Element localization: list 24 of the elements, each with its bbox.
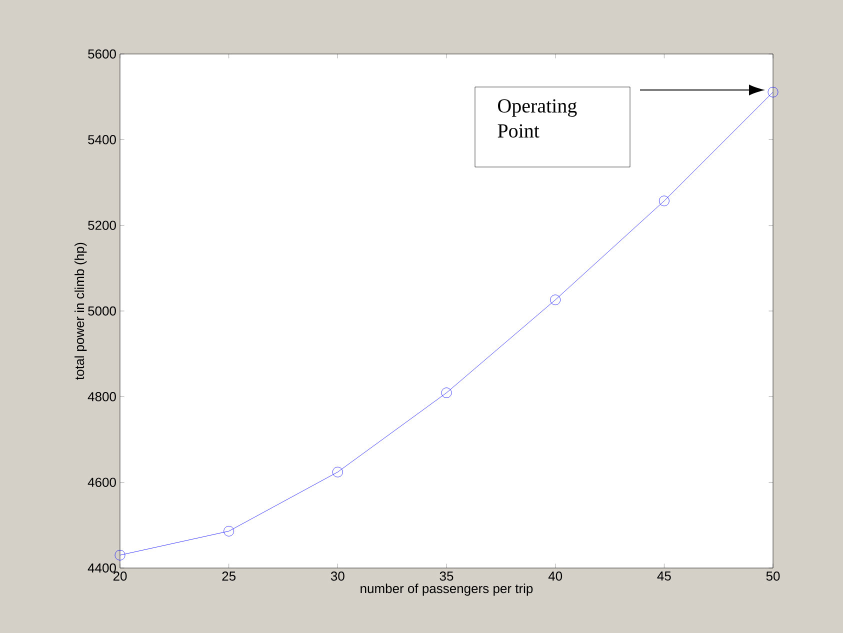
- y-tick-label: 5000: [88, 306, 116, 316]
- point: [658, 196, 670, 206]
- point: [332, 466, 343, 478]
- y-tick-label: 4600: [88, 478, 116, 487]
- point: [768, 86, 778, 98]
- x-axis-title: number of passengers per trip: [360, 584, 533, 596]
- point: [114, 550, 126, 560]
- x-tick-label: 45: [657, 572, 671, 581]
- y-axis-title: total power in climb (hp): [74, 242, 87, 380]
- x-tick-label: 30: [330, 572, 344, 581]
- x-tick-label: 35: [440, 572, 454, 581]
- x-tick-label: 50: [766, 572, 780, 581]
- point: [224, 526, 234, 536]
- x-tick-label: 25: [222, 572, 236, 581]
- y-tick-label: 5600: [88, 49, 116, 59]
- annotation: Operating Point: [498, 99, 577, 138]
- y-tick-label: 5400: [88, 135, 116, 144]
- point: [550, 294, 561, 306]
- point: [441, 388, 452, 398]
- x-tick-label: 20: [113, 572, 127, 581]
- y-tick-label: 5200: [88, 220, 116, 230]
- y-tick-label: 4400: [88, 563, 116, 573]
- x-tick-label: 40: [548, 572, 562, 581]
- y-tick-label: 4800: [88, 392, 116, 402]
